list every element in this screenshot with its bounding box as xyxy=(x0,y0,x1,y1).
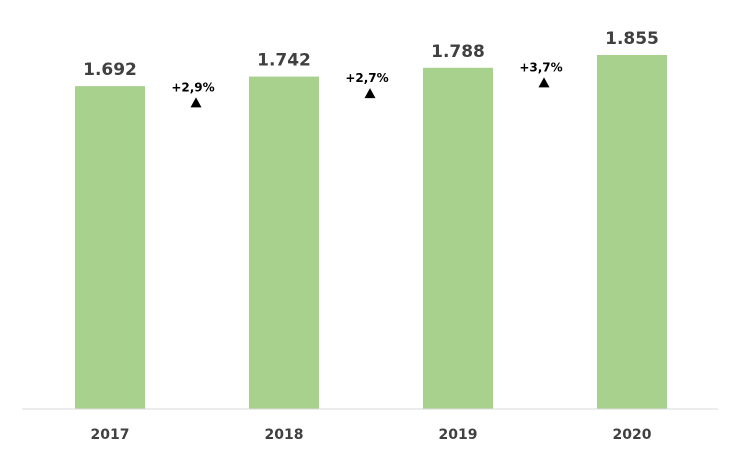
x-tick-labels-group: 2017 2018 2019 2020 xyxy=(91,427,652,443)
growth-label-1: +2,9% xyxy=(171,80,214,94)
triangle-up-icon xyxy=(190,97,202,108)
triangle-up-icon xyxy=(538,77,550,88)
bar-2017 xyxy=(75,86,145,409)
bar-2020 xyxy=(597,55,667,409)
value-label-2019: 1.788 xyxy=(431,42,485,62)
value-label-2017: 1.692 xyxy=(83,60,137,80)
x-tick-label-2020: 2020 xyxy=(613,427,652,443)
x-tick-label-2019: 2019 xyxy=(439,427,478,443)
growth-label-3: +3,7% xyxy=(519,60,562,74)
growth-label-2: +2,7% xyxy=(345,71,388,85)
value-label-2020: 1.855 xyxy=(605,29,659,49)
value-labels-group: 1.692 1.742 1.788 1.855 xyxy=(83,29,659,80)
x-tick-label-2018: 2018 xyxy=(265,427,304,443)
bar-2018 xyxy=(249,76,319,409)
triangle-up-icon xyxy=(364,88,376,99)
bars-group xyxy=(75,55,667,409)
value-label-2018: 1.742 xyxy=(257,51,311,71)
growth-annotations-group: +2,9% +2,7% +3,7% xyxy=(171,60,563,108)
x-tick-label-2017: 2017 xyxy=(91,427,130,443)
bar-2019 xyxy=(423,67,493,409)
